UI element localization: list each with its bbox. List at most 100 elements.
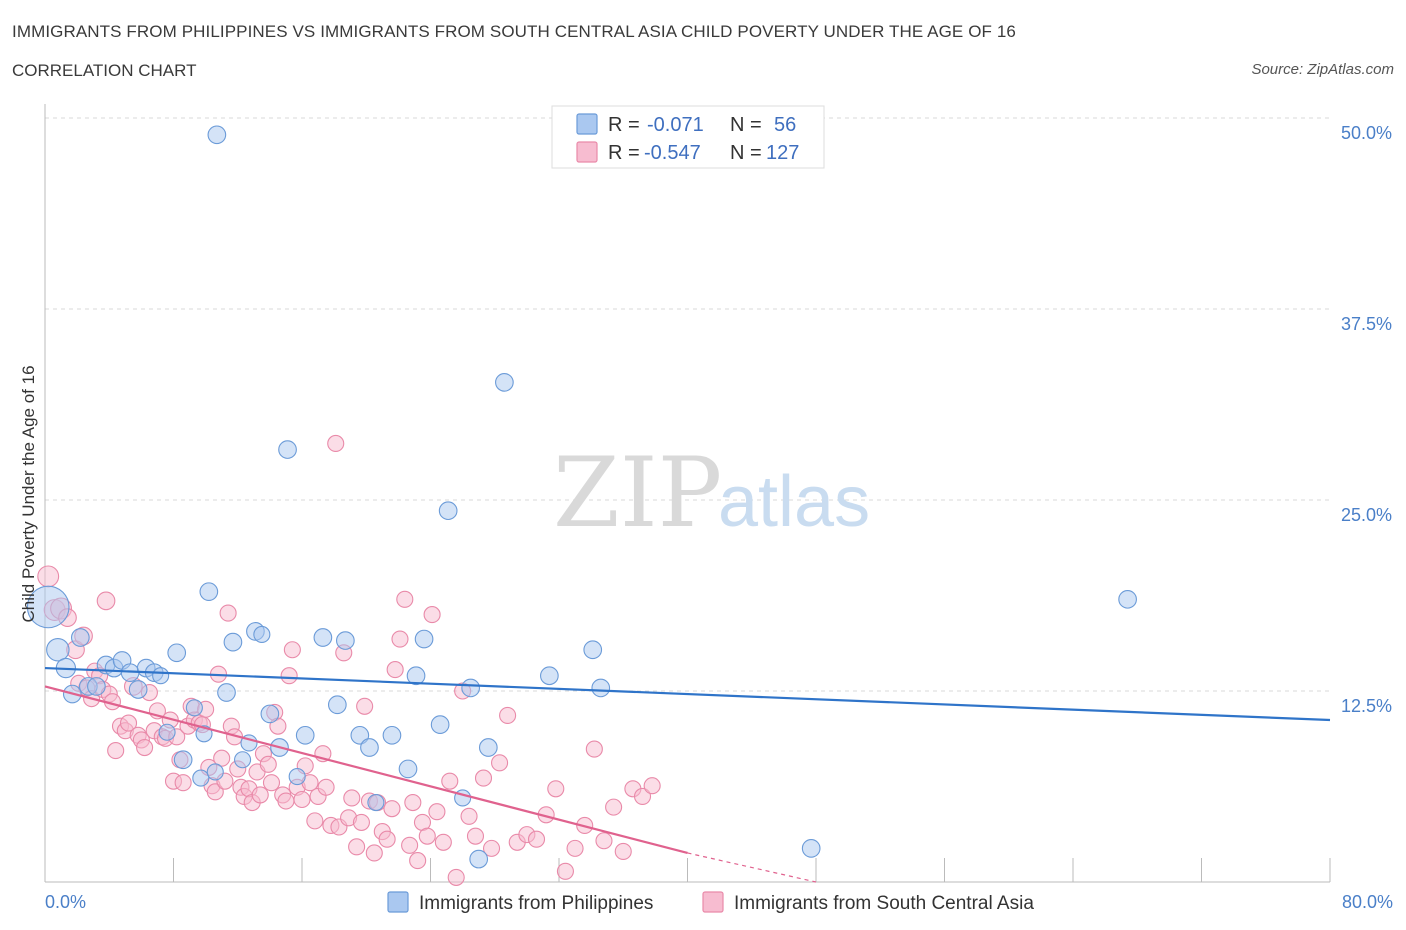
south-central-asia-point-57 <box>262 774 281 792</box>
south-central-asia-point-43 <box>213 749 231 767</box>
south-central-asia-point-77 <box>343 789 361 807</box>
south-central-asia-point-79 <box>352 813 370 831</box>
south-central-asia-point-54 <box>251 786 269 804</box>
south-central-asia-point-78 <box>348 838 366 856</box>
trend-line-south-central-asia <box>44 685 688 855</box>
south-central-asia-point-111 <box>547 780 565 798</box>
philippines-point-19 <box>192 769 210 787</box>
south-central-asia-point-116 <box>595 832 613 850</box>
watermark: ZIP atlas <box>553 437 870 549</box>
south-central-asia-point-104 <box>482 839 501 857</box>
south-central-asia-point-87 <box>386 661 404 679</box>
philippines-point-51 <box>495 372 514 392</box>
philippines-point-35 <box>313 628 333 647</box>
south-central-asia-point-94 <box>418 827 436 845</box>
y-tick-label-2: 37.5% <box>1341 314 1392 334</box>
south-central-asia-point-96 <box>428 803 446 821</box>
bottom-legend-swatch-philippines <box>387 891 409 913</box>
south-central-asia-point-120 <box>633 787 652 805</box>
philippines-point-55 <box>801 839 821 858</box>
y-axis-label: Child Poverty Under the Age of 16 <box>19 365 38 622</box>
philippines-point-14 <box>152 667 170 685</box>
bottom-legend-label-philippines: Immigrants from Philippines <box>419 893 653 914</box>
south-central-asia-point-117 <box>605 798 623 816</box>
south-central-asia-point-118 <box>614 842 632 860</box>
legend-r-label-philippines: R = <box>608 114 640 136</box>
south-central-asia-point-65 <box>293 790 311 809</box>
south-central-asia-point-73 <box>327 434 345 453</box>
philippines-point-43 <box>406 666 426 686</box>
philippines-point-0 <box>26 585 70 629</box>
legend-swatch-philippines <box>576 113 598 135</box>
south-central-asia-point-103 <box>474 769 493 787</box>
axes <box>44 104 1331 883</box>
south-central-asia-point-92 <box>409 852 427 870</box>
philippines-point-38 <box>350 725 370 745</box>
south-central-asia-point-82 <box>365 844 383 862</box>
south-central-asia-point-12 <box>96 591 116 611</box>
philippines-point-30 <box>260 704 280 724</box>
philippines-point-6 <box>87 677 106 696</box>
philippines-point-56 <box>1118 589 1137 609</box>
chart-title: IMMIGRANTS FROM PHILIPPINES VS IMMIGRANT… <box>12 22 1016 41</box>
philippines-point-11 <box>128 680 148 699</box>
philippines-point-48 <box>461 678 481 698</box>
philippines-point-32 <box>278 440 297 459</box>
philippines-point-23 <box>207 125 227 145</box>
philippines-point-21 <box>199 582 219 602</box>
south-central-asia-point-102 <box>466 827 485 845</box>
legend-r-value-south-central-asia: -0.547 <box>644 142 701 164</box>
south-central-asia-point-98 <box>441 772 459 790</box>
philippines-point-25 <box>223 632 243 652</box>
philippines-point-39 <box>360 738 379 757</box>
south-central-asia-point-0 <box>37 565 60 588</box>
philippines-point-34 <box>295 725 315 745</box>
legend-n-value-south-central-asia: 127 <box>766 142 799 164</box>
south-central-asia-point-68 <box>306 812 324 830</box>
south-central-asia-point-109 <box>527 830 546 848</box>
philippines-point-50 <box>478 738 498 757</box>
y-tick-label-0: 12.5% <box>1341 696 1392 716</box>
x-tick-labels: 0.0% 80.0% <box>45 892 1393 912</box>
south-central-asia-point-115 <box>585 740 603 758</box>
philippines-point-46 <box>438 501 458 521</box>
south-central-asia-point-41 <box>206 783 224 801</box>
south-central-asia-point-90 <box>401 836 419 854</box>
philippines-point-24 <box>217 683 236 702</box>
south-central-asia-point-45 <box>219 604 237 622</box>
south-central-asia-point-105 <box>491 754 509 772</box>
legend: R = -0.071 N = 56 R = -0.547 N = 127 <box>551 105 825 169</box>
south-central-asia-point-99 <box>447 868 465 886</box>
x-tick-label-max: 80.0% <box>1342 892 1393 912</box>
philippines-point-44 <box>414 629 434 649</box>
philippines-point-52 <box>540 666 559 686</box>
watermark-zip: ZIP <box>553 437 722 549</box>
south-central-asia-point-56 <box>259 755 277 773</box>
legend-n-label-south-central-asia: N = <box>730 142 762 164</box>
south-central-asia-point-18 <box>119 714 138 732</box>
south-central-asia-point-85 <box>378 830 396 848</box>
philippines-point-37 <box>336 631 355 650</box>
bottom-legend-label-south-central-asia: Immigrants from South Central Asia <box>734 893 1034 914</box>
south-central-asia-point-61 <box>277 792 295 810</box>
legend-n-value-philippines: 56 <box>774 114 796 136</box>
south-central-asia-point-112 <box>556 862 574 880</box>
chart-subtitle: CORRELATION CHART <box>12 61 197 80</box>
philippines-point-4 <box>70 628 90 647</box>
philippines-point-40 <box>367 793 385 812</box>
south-central-asia-point-113 <box>566 839 584 857</box>
south-central-asia-point-91 <box>404 793 422 812</box>
trend-line-philippines <box>44 666 1331 722</box>
legend-r-label-south-central-asia: R = <box>608 142 640 164</box>
philippines-point-18 <box>185 699 203 717</box>
philippines-point-36 <box>327 695 347 715</box>
legend-swatch-south-central-asia <box>576 141 598 163</box>
philippines-point-29 <box>253 625 271 644</box>
bottom-legend-swatch-south-central-asia <box>702 891 724 913</box>
south-central-asia-point-80 <box>356 697 374 715</box>
south-central-asia-point-121 <box>643 777 661 795</box>
philippines-point-22 <box>206 763 224 781</box>
watermark-atlas: atlas <box>718 462 870 542</box>
south-central-asia-point-106 <box>499 706 517 724</box>
